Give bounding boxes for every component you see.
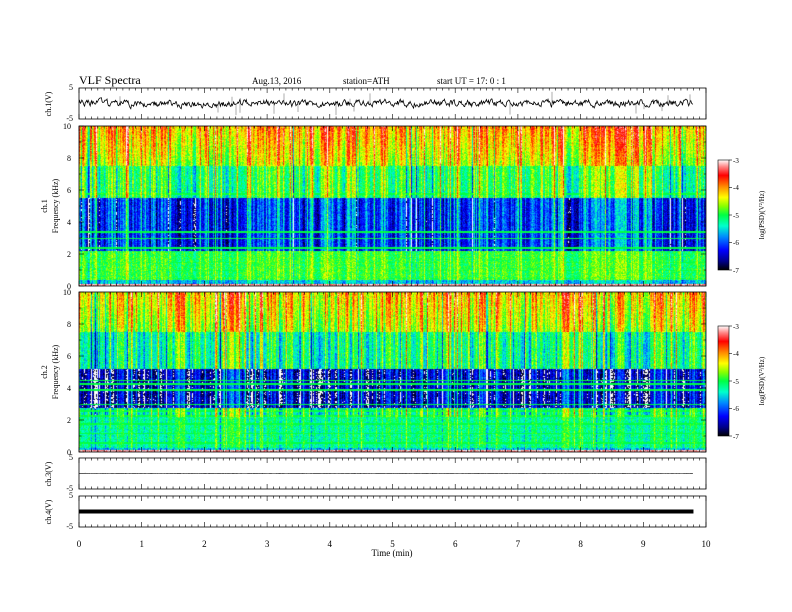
ch1-ytick-bottom: -5 [66, 114, 73, 123]
ch1-ytick-top: 5 [69, 83, 73, 92]
ch4-ylabel: ch.4(V) [44, 499, 53, 524]
x-tick-label-4: 4 [328, 539, 333, 549]
ch1-cbar-tick-m4: -4 [733, 184, 739, 192]
ch3-waveform-trace [78, 472, 693, 475]
x-tick-label-5: 5 [390, 539, 395, 549]
ch1-ylabel: ch.1(V) [44, 91, 53, 116]
ch1-x-ticks [78, 88, 707, 119]
ch1-spectrogram-ylabel: ch.1 [40, 199, 49, 213]
x-tick-label-0: 0 [77, 539, 82, 549]
ch3-waveform-panel: 5 -5 ch.3(V) [44, 453, 707, 493]
ch3-ylabel: ch.3(V) [44, 461, 53, 486]
ch2-colorbar: -3 -4 -5 -6 -7 log(PSD)(V²/Hz) [717, 323, 766, 441]
ch4-waveform-panel: 5 -5 ch.4(V) [44, 491, 707, 531]
x-tick-label-2: 2 [202, 539, 207, 549]
x-axis-tick-labels: 0 1 2 3 4 5 6 7 8 9 10 [77, 539, 711, 549]
x-tick-label-7: 7 [516, 539, 521, 549]
x-tick-label-3: 3 [265, 539, 270, 549]
ch1-freq-tick-2: 2 [67, 250, 71, 259]
ch3-x-ticks [78, 458, 707, 489]
ch1-freq-tick-10: 10 [63, 122, 71, 131]
x-tick-label-10: 10 [702, 539, 712, 549]
ch1-freq-tick-0: 0 [67, 282, 71, 291]
ch2-cbar-tick-m3: -3 [733, 323, 739, 331]
ch4-x-ticks [78, 496, 707, 527]
start-time-label: start UT = 17: 0 : 1 [437, 76, 506, 86]
ch2-spectrogram-image [79, 292, 706, 452]
ch1-cbar-tick-m7: -7 [733, 267, 739, 275]
x-tick-label-6: 6 [453, 539, 458, 549]
x-tick-label-9: 9 [641, 539, 646, 549]
ch2-colorbar-label: log(PSD)(V²/Hz) [758, 356, 766, 405]
ch1-freq-tick-8: 8 [67, 154, 71, 163]
ch4-ytick-top: 5 [69, 491, 73, 500]
ch1-spectrogram-panel: 10 8 6 4 2 0 ch.1 Frequency (kHz) [40, 122, 707, 291]
ch2-cbar-tick-m7: -7 [733, 433, 739, 441]
ch1-colorbar: -3 -4 -5 -6 -7 log(PSD)(V²/Hz) [717, 157, 766, 275]
ch3-ytick-top: 5 [69, 453, 73, 462]
ch1-waveform-spikes [119, 91, 691, 116]
ch2-spectrogram-y-ticks [79, 291, 706, 453]
ch2-cbar-tick-m6: -6 [733, 405, 739, 413]
ch1-waveform-trace [78, 97, 694, 110]
ch1-waveform-panel: 5 -5 ch.1(V) [44, 83, 707, 123]
ch2-cbar-tick-m5: -5 [733, 378, 739, 386]
ch1-freq-tick-6: 6 [67, 186, 71, 195]
x-tick-label-8: 8 [578, 539, 583, 549]
ch2-freq-tick-0: 0 [67, 448, 71, 457]
ch2-colorbar-gradient [717, 325, 730, 437]
ch1-freq-tick-4: 4 [67, 218, 71, 227]
ch1-cbar-tick-m3: -3 [733, 157, 739, 165]
ch2-freq-tick-6: 6 [67, 352, 71, 361]
ch2-freq-tick-2: 2 [67, 416, 71, 425]
ch1-spectrogram-x-ticks [78, 126, 707, 286]
ch4-ytick-bottom: -5 [66, 522, 73, 531]
ch2-spectrogram-panel: 10 8 6 4 2 0 ch.2 Frequency (kHz) [40, 288, 707, 457]
ch2-freq-tick-10: 10 [63, 288, 71, 297]
ch1-colorbar-gradient [717, 159, 730, 271]
ch2-freq-tick-8: 8 [67, 320, 71, 329]
ch2-freq-tick-4: 4 [67, 384, 71, 393]
ch2-spectrogram-ylabel: ch.2 [40, 365, 49, 379]
date-label: Aug.13, 2016 [252, 76, 302, 86]
ch2-spectrogram-x-ticks [78, 292, 707, 452]
ch2-colorbar-ticks [729, 325, 732, 437]
ch2-frequency-label: Frequency (kHz) [51, 344, 60, 399]
x-axis-label: Time (min) [372, 548, 413, 558]
station-label: station=ATH [343, 76, 390, 86]
figure-title: VLF Spectra [79, 73, 141, 87]
ch1-colorbar-label: log(PSD)(V²/Hz) [758, 190, 766, 239]
ch1-cbar-tick-m5: -5 [733, 212, 739, 220]
ch2-cbar-tick-m4: -4 [733, 350, 739, 358]
ch1-spectrogram-y-ticks [79, 125, 706, 287]
ch3-ytick-bottom: -5 [66, 484, 73, 493]
x-tick-label-1: 1 [139, 539, 144, 549]
ch1-frequency-label: Frequency (kHz) [51, 178, 60, 233]
ch1-cbar-tick-m6: -6 [733, 239, 739, 247]
ch1-spectrogram-image [79, 126, 706, 286]
ch1-colorbar-ticks [729, 159, 732, 271]
